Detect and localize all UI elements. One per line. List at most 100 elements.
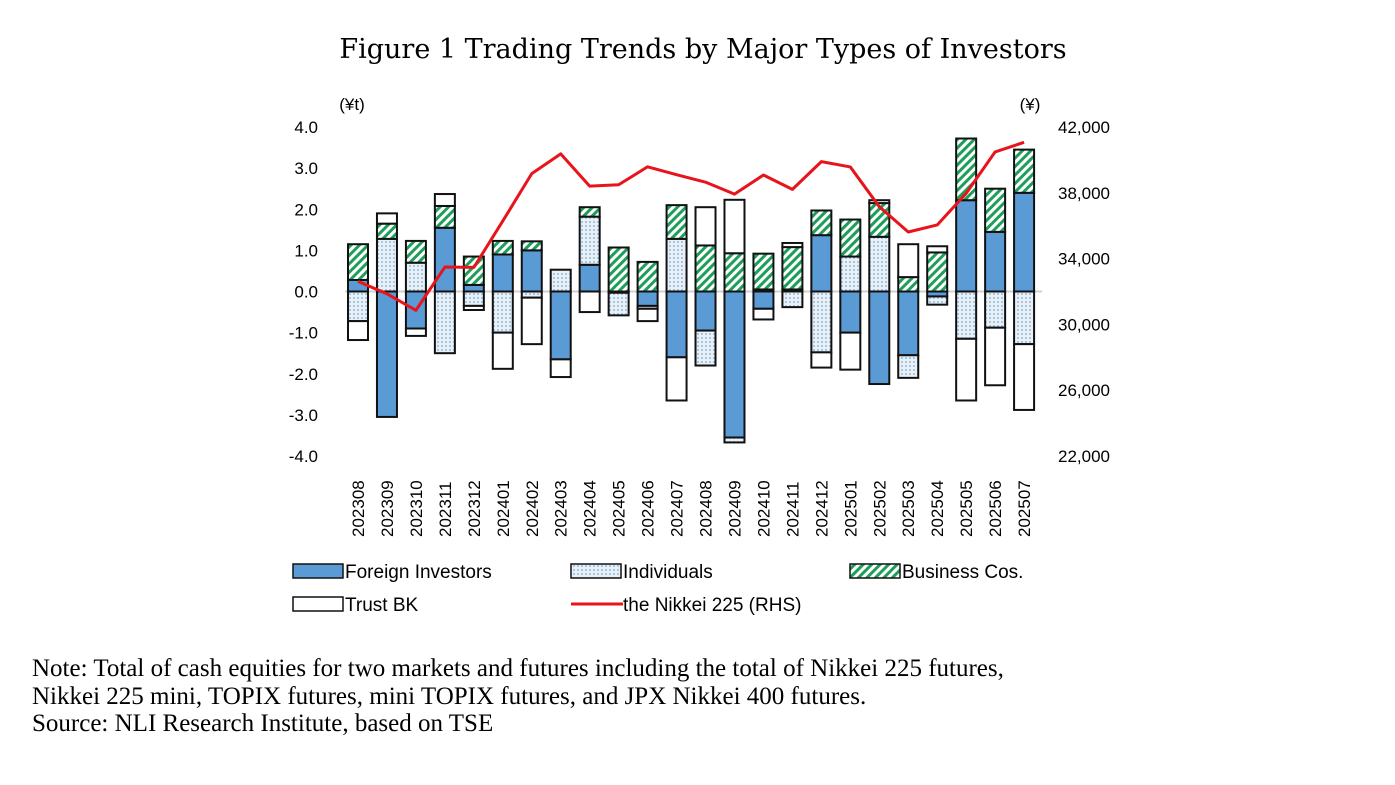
bar-business-cos-202404: [578, 206, 601, 218]
bar-trust-bk-202407: [665, 356, 688, 402]
legend-swatch-individuals: [570, 563, 622, 579]
x-tick-label: 202502: [870, 480, 889, 537]
bar-trust-bk-202412: [810, 351, 833, 369]
bar-trust-bk-202505: [955, 337, 978, 402]
note-line-2: Nikkei 225 mini, TOPIX futures, mini TOP…: [32, 683, 867, 710]
bar-business-cos-202410: [752, 252, 775, 291]
bar-individuals-202501: [839, 255, 862, 293]
x-tick-label: 202310: [407, 480, 426, 537]
y-tick-label: 2.0: [294, 200, 318, 219]
bar-individuals-202308: [347, 290, 369, 323]
bar-foreign-investors-202408: [694, 290, 717, 332]
y2-tick-label: 38,000: [1058, 184, 1110, 203]
bar-individuals-202311: [433, 290, 456, 355]
bar-business-cos-202312: [462, 255, 485, 286]
bar-foreign-investors-202404: [578, 263, 601, 293]
bar-trust-bk-202506: [984, 326, 1007, 387]
bar-trust-bk-202403: [549, 358, 572, 379]
bar-individuals-202312: [462, 290, 485, 307]
bar-trust-bk-202502: [868, 199, 891, 205]
x-tick-label: 202406: [639, 480, 658, 537]
x-tick-label: 202506: [986, 480, 1005, 537]
y-tick-label: 3.0: [294, 159, 318, 178]
bar-trust-bk-202312: [462, 304, 485, 312]
x-tick-label: 202408: [697, 480, 716, 537]
x-tick-label: 202311: [436, 482, 455, 537]
bar-trust-bk-202411: [781, 241, 804, 249]
nikkei-line: [357, 140, 1025, 312]
bar-individuals-202504: [926, 295, 949, 306]
legend-swatch-trust-bk: [292, 596, 344, 612]
bar-trust-bk-202402: [520, 296, 543, 346]
legend-swatch-foreign-investors: [292, 563, 344, 579]
bar-foreign-investors-202410: [752, 290, 775, 310]
bar-business-cos-202311: [433, 204, 456, 229]
y2-tick-label: 42,000: [1058, 118, 1110, 137]
legend-label-the-nikkei-225-rhs: the Nikkei 225 (RHS): [623, 595, 801, 616]
bar-individuals-202507: [1013, 290, 1036, 346]
bar-trust-bk-202409: [723, 198, 746, 255]
legend-label-trust-bk: Trust BK: [345, 595, 419, 616]
bar-individuals-202309: [375, 237, 398, 293]
bar-individuals-202409: [723, 436, 746, 444]
x-tick-label: 202403: [552, 480, 571, 537]
legend-label-foreign-investors: Foreign Investors: [345, 562, 492, 583]
x-tick-label: 202402: [523, 480, 542, 537]
bar-foreign-investors-202503: [897, 290, 920, 357]
bar-business-cos-202501: [839, 218, 862, 258]
x-tick-label: 202411: [783, 482, 802, 537]
bar-foreign-investors-202501: [839, 290, 862, 334]
bar-business-cos-202504: [926, 251, 949, 293]
bar-foreign-investors-202406: [636, 290, 659, 307]
bar-individuals-202503: [897, 354, 920, 379]
y-tick-label: 0.0: [294, 283, 318, 302]
bar-business-cos-202506: [984, 187, 1007, 233]
bar-trust-bk-202404: [578, 290, 601, 314]
bar-trust-bk-202504: [926, 245, 949, 254]
bar-trust-bk-202501: [839, 331, 862, 371]
bar-business-cos-202408: [694, 244, 717, 293]
y-tick-label: -3.0: [289, 406, 318, 425]
legend-label-individuals: Individuals: [623, 562, 713, 583]
bar-individuals-202403: [549, 268, 572, 293]
bar-business-cos-202407: [665, 204, 688, 240]
x-tick-label: 202405: [610, 480, 629, 537]
bar-foreign-investors-202309: [375, 290, 398, 418]
bar-foreign-investors-202507: [1013, 191, 1036, 293]
bar-individuals-202411: [781, 290, 804, 309]
x-tick-label: 202407: [668, 480, 687, 537]
bar-foreign-investors-202505: [955, 199, 978, 293]
bar-business-cos-202308: [347, 243, 369, 281]
bar-foreign-investors-202412: [810, 234, 833, 293]
chart-title: Figure 1 Trading Trends by Major Types o…: [339, 34, 1066, 65]
x-tick-label: 202409: [725, 480, 744, 537]
bar-business-cos-202411: [781, 246, 804, 291]
bar-trust-bk-202308: [347, 320, 369, 342]
bar-trust-bk-202311: [433, 193, 456, 207]
x-tick-label: 202501: [841, 480, 860, 537]
bar-trust-bk-202401: [491, 331, 514, 370]
legend-swatch-business-cos: [849, 563, 901, 579]
y2-tick-label: 22,000: [1058, 447, 1110, 466]
bar-individuals-202310: [404, 261, 427, 293]
bar-foreign-investors-202402: [520, 249, 543, 293]
note-line-1: Note: Total of cash equities for two mar…: [32, 655, 1004, 682]
bar-business-cos-202507: [1013, 148, 1036, 194]
legend-label-business-cos: Business Cos.: [902, 562, 1023, 583]
bar-individuals-202506: [984, 290, 1007, 329]
y-tick-label: 4.0: [294, 118, 318, 137]
x-tick-label: 202507: [1015, 480, 1034, 537]
bar-business-cos-202309: [375, 222, 398, 240]
bar-individuals-202405: [607, 291, 630, 317]
x-tick-label: 202401: [494, 480, 513, 537]
bar-trust-bk-202406: [636, 307, 659, 323]
bar-trust-bk-202507: [1013, 343, 1036, 411]
y-left-unit: (¥t): [339, 95, 365, 114]
bar-business-cos-202405: [607, 246, 630, 293]
x-tick-label: 202410: [754, 480, 773, 537]
x-tick-label: 202308: [349, 480, 368, 537]
y-right-unit: (¥): [1020, 95, 1041, 114]
x-tick-label: 202503: [899, 480, 918, 537]
y-tick-label: -4.0: [289, 447, 318, 466]
